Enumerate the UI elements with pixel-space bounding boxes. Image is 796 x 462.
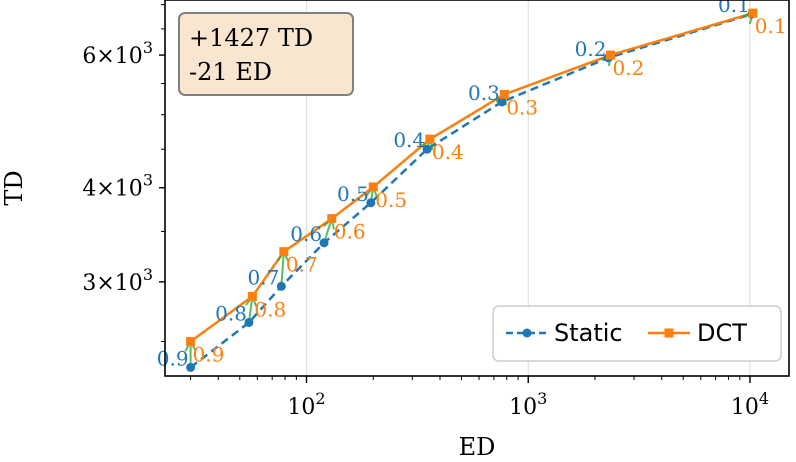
x-tick-label: 104 — [731, 389, 769, 420]
dct-point-label: 0.3 — [506, 95, 538, 119]
static-point-label: 0.5 — [337, 182, 369, 206]
dct-point-label: 0.5 — [375, 188, 407, 212]
static-point — [422, 144, 432, 154]
dct-point-label: 0.9 — [193, 343, 225, 367]
static-point — [366, 198, 376, 208]
legend-dct-marker — [664, 328, 674, 338]
x-tick-label: 103 — [509, 389, 547, 420]
dct-point — [186, 337, 196, 347]
legend-dct-label: DCT — [697, 319, 747, 347]
static-point — [276, 281, 286, 291]
dct-point — [748, 8, 758, 18]
dct-point — [606, 50, 616, 60]
dct-point-label: 0.4 — [432, 140, 464, 164]
y-tick-label: 3×103 — [82, 265, 153, 296]
dct-point-label: 0.1 — [755, 14, 787, 38]
legend: Static DCT — [492, 305, 782, 362]
dct-point-label: 0.2 — [613, 56, 645, 80]
y-tick-label: 4×103 — [82, 171, 153, 202]
point-labels: 0.90.80.70.60.50.40.30.20.10.90.80.70.60… — [157, 0, 787, 370]
static-point-label: 0.9 — [157, 346, 189, 370]
legend-static-marker — [522, 328, 532, 338]
static-point — [244, 317, 254, 327]
static-point — [319, 238, 329, 248]
annotation-line-td: +1427 TD — [189, 24, 313, 52]
dct-point — [327, 214, 337, 224]
dct-point-label: 0.8 — [254, 297, 286, 321]
improvement-arrow — [280, 251, 285, 287]
x-axis-label: ED — [459, 433, 496, 461]
annotation-box: +1427 TD -21 ED — [178, 12, 354, 96]
dct-point — [247, 291, 257, 301]
dct-point — [425, 134, 435, 144]
static-point-label: 0.3 — [468, 81, 500, 105]
legend-frame — [492, 305, 782, 362]
dct-point-label: 0.6 — [334, 220, 366, 244]
static-point-label: 0.8 — [215, 301, 247, 325]
y-tick-label: 6×103 — [82, 38, 153, 69]
static-point-label: 0.7 — [248, 265, 280, 289]
static-point-label: 0.6 — [290, 222, 322, 246]
static-point-label: 0.4 — [393, 128, 425, 152]
annotation-line-ed: -21 ED — [189, 58, 272, 86]
static-point-label: 0.2 — [575, 37, 607, 61]
dct-point — [279, 247, 289, 257]
y-axis-label: TD — [0, 170, 28, 205]
x-tick-label: 102 — [287, 389, 325, 420]
series-layer — [184, 8, 758, 372]
legend-static-label: Static — [554, 319, 623, 347]
series-line-static — [189, 12, 753, 369]
static-point — [186, 362, 196, 372]
axis-ticks: 102 103 104 3×103 4×103 6×103 — [82, 4, 769, 420]
static-point — [497, 97, 507, 107]
annotation-background — [178, 12, 354, 96]
dct-point — [499, 89, 509, 99]
dct-point — [368, 182, 378, 192]
static-point-label: 0.1 — [718, 0, 750, 17]
dct-point-label: 0.7 — [286, 253, 318, 277]
